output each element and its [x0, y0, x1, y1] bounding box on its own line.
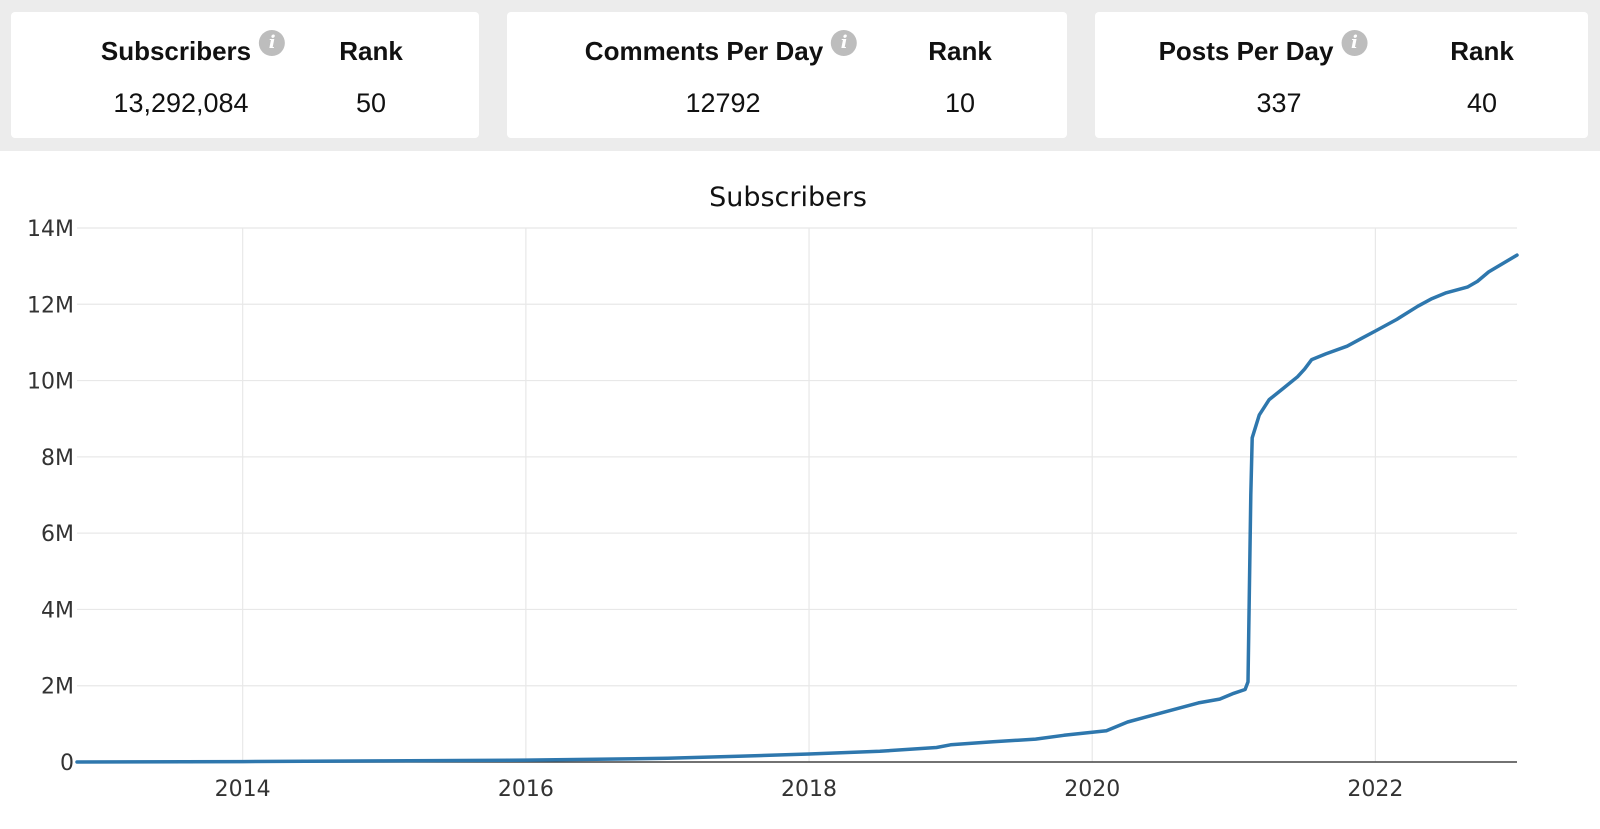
posts-rank-label: Rank	[1450, 36, 1514, 66]
subscribers-rank-label: Rank	[339, 36, 403, 66]
x-tick-label: 2020	[1064, 777, 1120, 802]
info-icon[interactable]: i	[259, 30, 286, 56]
comments-label: Comments Per Day	[584, 36, 824, 66]
posts-label: Posts Per Day	[1158, 36, 1334, 66]
series	[75, 253, 1519, 764]
subscribers-chart: Subscribers 2014 2016 2018 2020 2022 0 2M 4M 6M 8…	[0, 151, 1600, 824]
subscribers-value: 13,292,084	[113, 88, 249, 118]
posts-value: 337	[1256, 88, 1302, 118]
comments-rank-label: Rank	[928, 36, 992, 66]
subscribers-rank-value: 50	[355, 88, 387, 118]
posts-rank-value: 40	[1466, 88, 1498, 118]
comments-value: 12792	[685, 88, 761, 118]
posts-label-wrap: Posts Per Day i	[1158, 30, 1368, 67]
y-tick-label: 8M	[41, 446, 74, 471]
comments-label-wrap: Comments Per Day i	[584, 30, 858, 67]
chart-title: Subscribers	[709, 182, 867, 213]
comments-rank-value: 10	[944, 88, 976, 118]
x-tick-label: 2022	[1347, 777, 1403, 802]
x-tick-label: 2016	[498, 777, 554, 802]
stats-bar: Subscribers i Rank 13,292,084 50 Comments…	[0, 0, 1600, 151]
info-icon[interactable]: i	[831, 30, 858, 56]
y-tick-label: 14M	[27, 217, 74, 242]
x-tick-label: 2014	[215, 777, 271, 802]
chart-svg: Subscribers 2014 2016 2018 2020 2022 0 2M 4M 6M 8…	[27, 182, 1519, 802]
grid	[77, 227, 1517, 762]
y-tick-label: 10M	[27, 370, 74, 395]
series-line	[75, 253, 1519, 764]
subscribers-label: Subscribers	[100, 36, 252, 66]
info-icon[interactable]: i	[1341, 30, 1368, 56]
subscribers-label-wrap: Subscribers i	[100, 30, 286, 67]
y-tick-label: 6M	[41, 522, 74, 547]
y-tick-label: 0	[60, 751, 74, 776]
subscribers-card: Subscribers i Rank 13,292,084 50	[11, 12, 479, 138]
y-tick-label: 12M	[27, 293, 74, 318]
x-tick-label: 2018	[781, 777, 837, 802]
axes: 2014 2016 2018 2020 2022 0 2M 4M 6M 8M 10M 12M 14M	[27, 217, 1517, 802]
posts-card: Posts Per Day i Rank 337 40	[1095, 12, 1588, 138]
y-tick-label: 2M	[41, 675, 74, 700]
comments-card: Comments Per Day i Rank 12792 10	[507, 12, 1067, 138]
y-tick-label: 4M	[41, 598, 74, 623]
